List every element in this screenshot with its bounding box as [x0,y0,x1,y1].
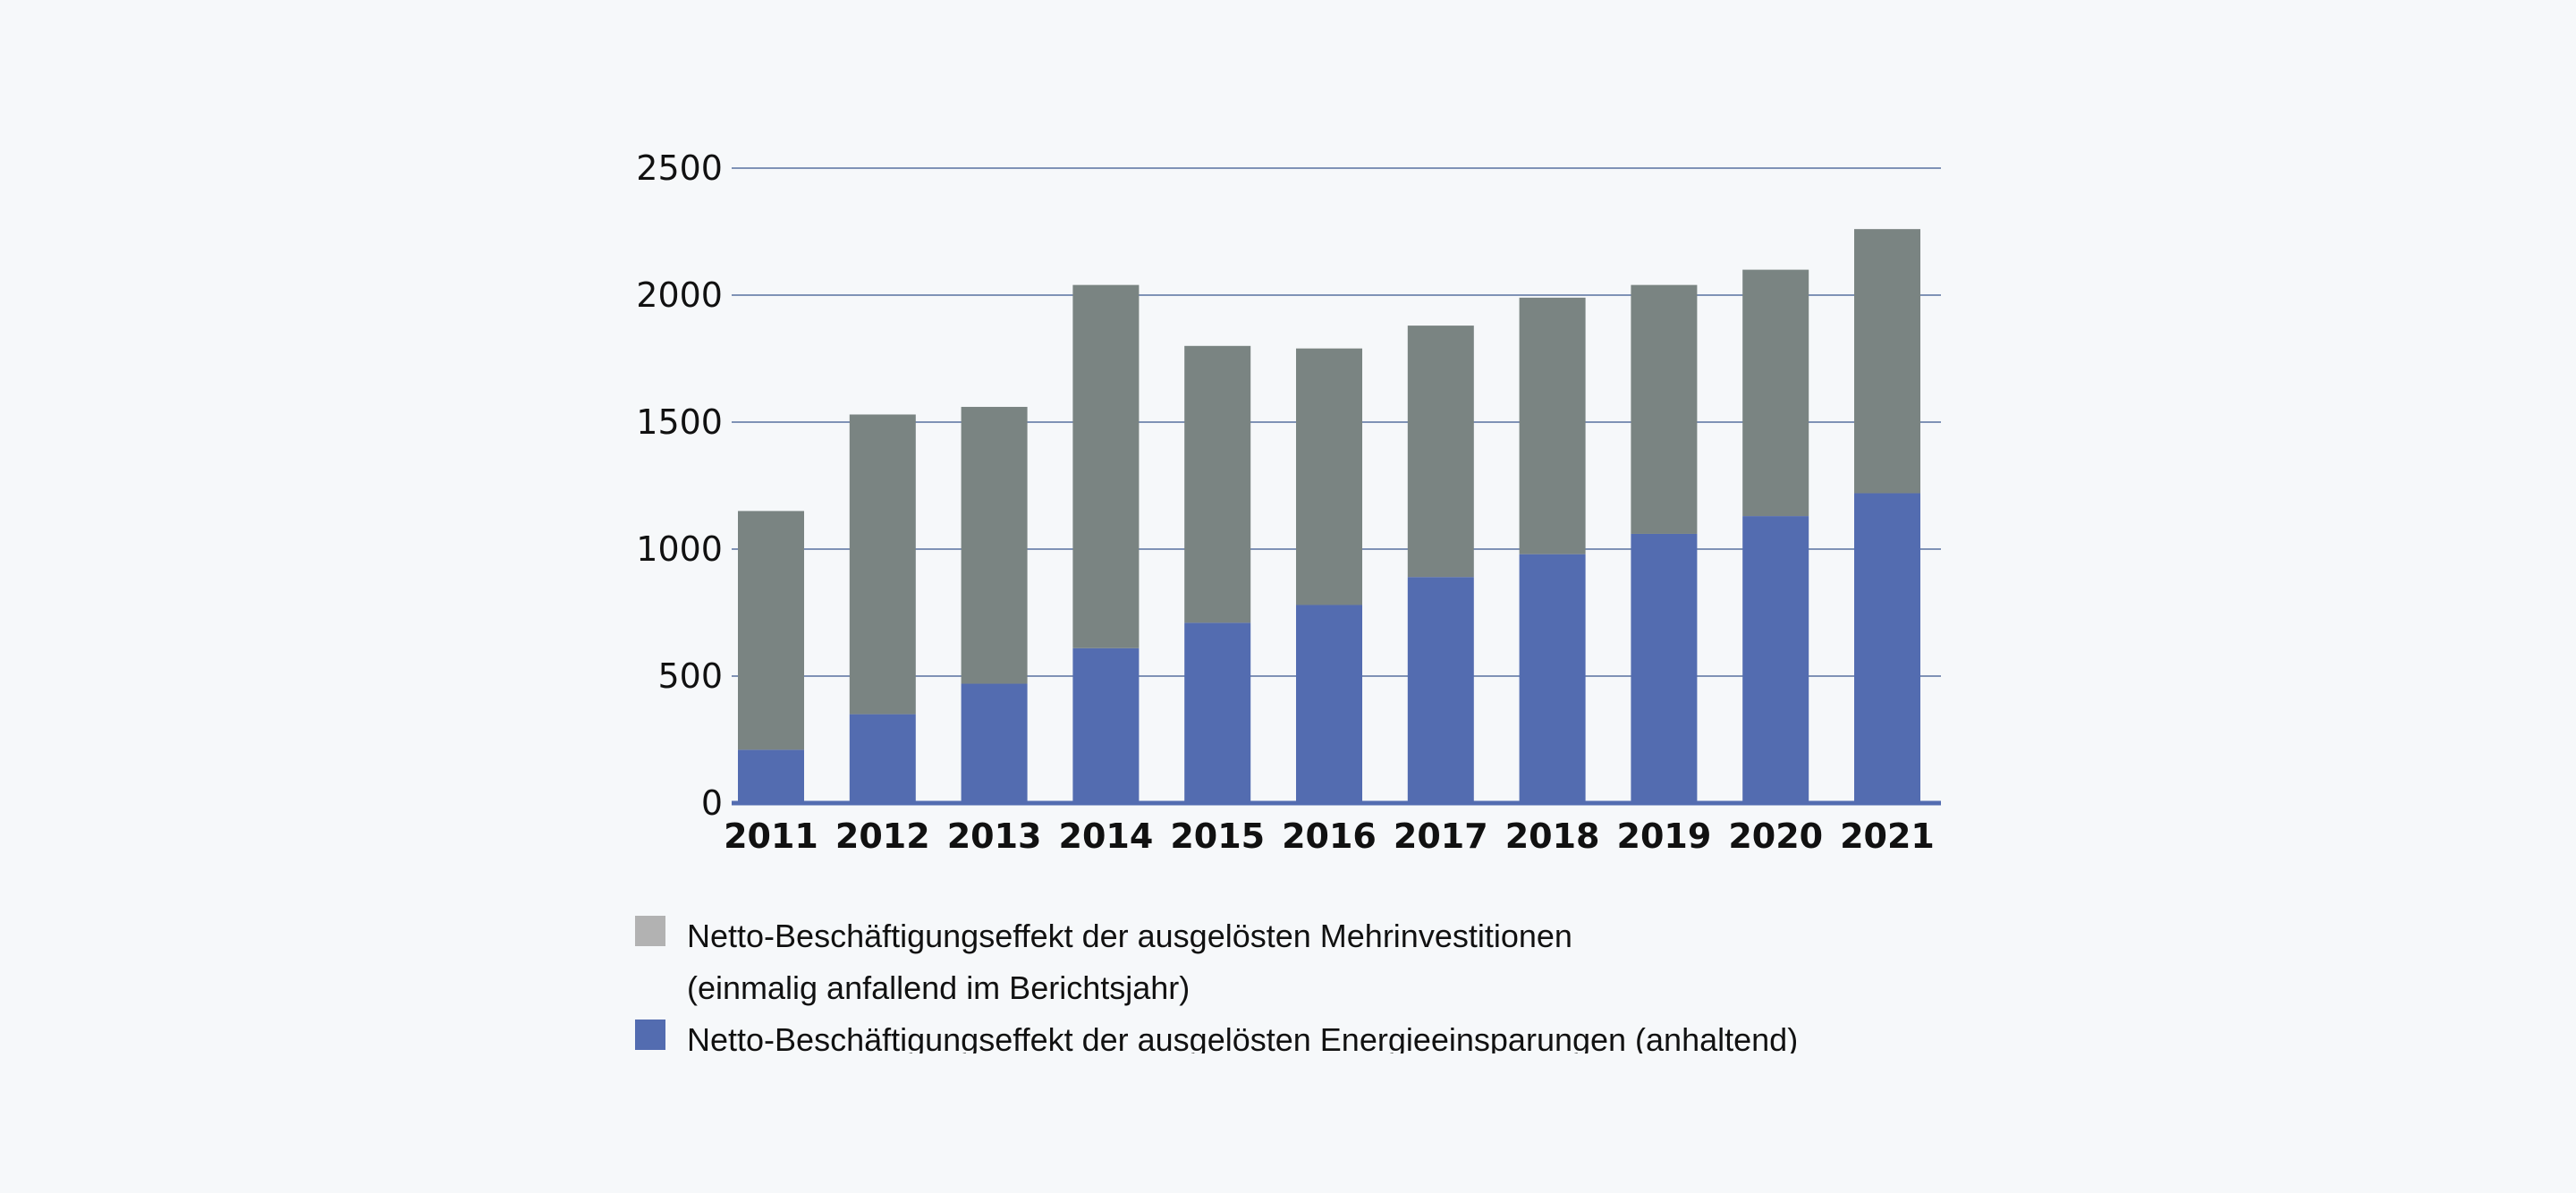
x-tick-label-2015: 2015 [1170,816,1265,856]
legend-swatch-energieeinsparungen [635,1020,665,1050]
x-tick-label-2020: 2020 [1728,816,1823,856]
x-tick-label-2013: 2013 [947,816,1042,856]
bar-2018-series-0 [1519,554,1586,803]
x-tick-label-2019: 2019 [1617,816,1712,856]
y-tick-label-1000: 1000 [636,529,723,569]
bar-2016-series-1 [1296,348,1362,605]
bar-2021-series-0 [1854,493,1920,803]
x-axis-ticks: 2011 2012 2013 2014 2015 2016 2017 2018 2019 2020… [724,816,1935,856]
bars [738,229,1920,803]
bar-2013-series-1 [961,406,1028,684]
bar-2015-series-0 [1184,622,1251,803]
y-tick-label-1500: 1500 [636,402,723,442]
bar-2012-series-1 [849,414,916,715]
bar-2014-series-1 [1072,284,1140,648]
legend-label-mehrinvestitionen: Netto-Beschäftigungseffekt der ausgelöst… [687,910,1939,1014]
bar-2011-series-0 [738,749,804,803]
bar-2011-series-1 [738,511,804,750]
bar-2014-series-0 [1072,647,1140,803]
y-tick-label-2000: 2000 [636,275,723,315]
legend-item-mehrinvestitionen: Netto-Beschäftigungseffekt der ausgelöst… [635,910,1977,1014]
bar-2019-series-1 [1631,284,1698,534]
bar-2018-series-1 [1519,297,1586,554]
bar-2020-series-1 [1742,269,1809,517]
legend-swatch-mehrinvestitionen [635,916,665,946]
x-tick-label-2016: 2016 [1282,816,1377,856]
y-tick-label-0: 0 [701,783,723,823]
legend-label-mehrinvestitionen-line1: Netto-Beschäftigungseffekt der ausgelöst… [687,918,1572,954]
y-tick-label-500: 500 [657,656,723,696]
legend-item-energieeinsparungen: Netto-Beschäftigungseffekt der ausgelöst… [635,1014,1977,1053]
x-tick-label-2012: 2012 [835,816,930,856]
bar-2017-series-0 [1407,577,1474,803]
legend-label-mehrinvestitionen-line2: (einmalig anfallend im Berichtsjahr) [687,969,1191,1006]
bar-2015-series-1 [1184,345,1251,623]
x-tick-label-2014: 2014 [1059,816,1154,856]
x-tick-label-2021: 2021 [1840,816,1935,856]
x-tick-label-2011: 2011 [724,816,818,856]
y-tick-label-2500: 2500 [636,148,723,188]
bar-2012-series-0 [849,714,916,803]
bar-2019-series-0 [1631,533,1698,803]
legend: Netto-Beschäftigungseffekt der ausgelöst… [635,910,1977,1053]
y-axis-ticks: 0 500 1000 1500 2000 2500 [636,148,723,823]
x-tick-label-2017: 2017 [1394,816,1488,856]
bar-2021-series-1 [1854,229,1920,494]
x-tick-label-2018: 2018 [1505,816,1600,856]
bar-2020-series-0 [1742,516,1809,803]
legend-label-energieeinsparungen-line1: Netto-Beschäftigungseffekt der ausgelöst… [687,1021,1799,1053]
bar-2017-series-1 [1407,326,1474,578]
legend-label-energieeinsparungen: Netto-Beschäftigungseffekt der ausgelöst… [687,1014,1939,1053]
bar-2013-series-0 [961,683,1028,803]
bar-2016-series-0 [1296,605,1362,803]
